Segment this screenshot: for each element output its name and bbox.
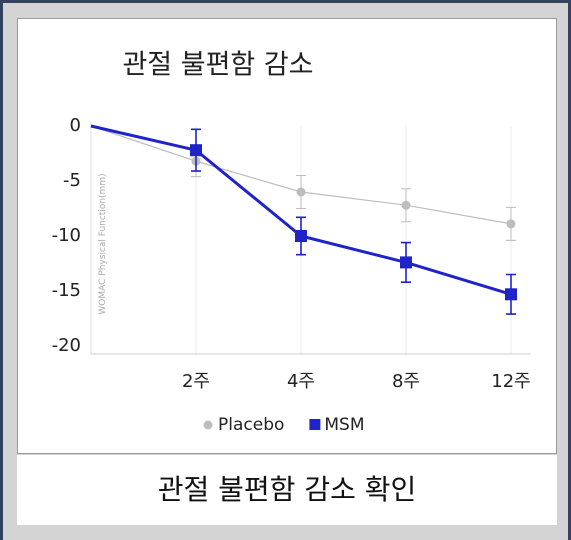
y-axis-label: WOMAC Physical Function(mm) [98,173,108,314]
marker [190,144,202,157]
x-tick-label: 2주 [182,371,210,392]
x-tick-label: 12주 [491,371,530,392]
marker [400,256,412,269]
chart: 관절 불편함 감소 WOMAC Physical Function(mm) 0 -… [52,50,531,435]
legend-label: MSM [324,415,364,435]
marker [296,187,306,197]
y-tick-label: -15 [52,280,81,301]
x-tick-label: 4주 [287,371,315,392]
chart-title: 관절 불편함 감소 [122,50,313,81]
y-tick-label: -10 [52,225,81,246]
chart-card: 관절 불편함 감소 WOMAC Physical Function(mm) 0 -… [17,18,557,454]
x-tick-label: 8주 [392,371,420,392]
legend-label: Placebo [218,415,284,435]
y-tick-label: -5 [63,170,81,191]
marker [401,200,411,210]
background: 관절 불편함 감소 WOMAC Physical Function(mm) 0 -… [3,3,568,540]
caption: 관절 불편함 감소 확인 [17,455,557,525]
marker [295,230,307,242]
y-tick-label: -20 [52,335,81,356]
y-tick-label: 0 [70,115,81,136]
legend-marker [203,420,213,430]
marker [505,288,517,301]
marker [506,219,516,229]
legend-marker [309,419,321,430]
